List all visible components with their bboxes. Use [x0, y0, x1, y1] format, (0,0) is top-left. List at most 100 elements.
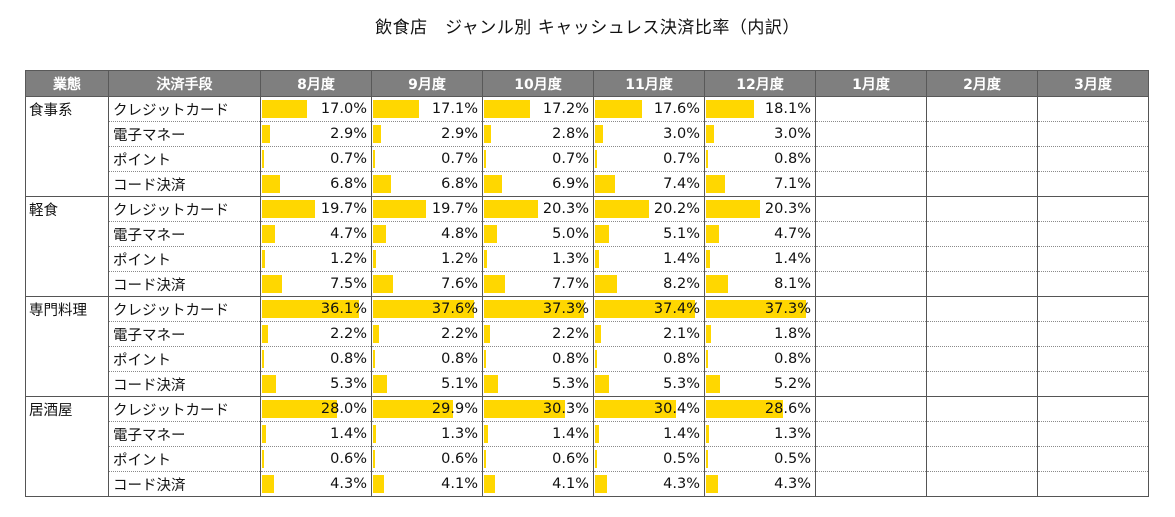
value-cell[interactable] — [926, 96, 1038, 122]
value-cell[interactable] — [1037, 121, 1149, 147]
value-cell[interactable]: 0.6% — [482, 446, 594, 472]
value-cell[interactable]: 37.4% — [593, 296, 705, 322]
value-cell[interactable]: 6.8% — [260, 171, 372, 197]
value-cell[interactable]: 1.4% — [704, 246, 816, 272]
header-month-jan[interactable]: 1月度 — [815, 70, 927, 97]
value-cell[interactable]: 20.3% — [704, 196, 816, 222]
value-cell[interactable]: 19.7% — [260, 196, 372, 222]
header-month-sep[interactable]: 9月度 — [371, 70, 483, 97]
value-cell[interactable]: 2.2% — [371, 321, 483, 347]
header-month-mar[interactable]: 3月度 — [1037, 70, 1149, 97]
method-cell[interactable]: コード決済 — [108, 471, 261, 497]
value-cell[interactable]: 0.7% — [593, 146, 705, 172]
value-cell[interactable]: 17.0% — [260, 96, 372, 122]
value-cell[interactable]: 0.6% — [260, 446, 372, 472]
value-cell[interactable]: 8.1% — [704, 271, 816, 297]
value-cell[interactable] — [815, 446, 927, 472]
value-cell[interactable]: 0.8% — [593, 346, 705, 372]
method-cell[interactable]: コード決済 — [108, 371, 261, 397]
header-month-oct[interactable]: 10月度 — [482, 70, 594, 97]
value-cell[interactable] — [1037, 396, 1149, 422]
value-cell[interactable]: 4.1% — [371, 471, 483, 497]
value-cell[interactable] — [926, 421, 1038, 447]
value-cell[interactable]: 2.2% — [260, 321, 372, 347]
value-cell[interactable]: 4.1% — [482, 471, 594, 497]
value-cell[interactable] — [1037, 221, 1149, 247]
value-cell[interactable] — [926, 296, 1038, 322]
value-cell[interactable] — [1037, 421, 1149, 447]
header-month-aug[interactable]: 8月度 — [260, 70, 372, 97]
value-cell[interactable]: 7.1% — [704, 171, 816, 197]
value-cell[interactable]: 5.0% — [482, 221, 594, 247]
value-cell[interactable] — [1037, 321, 1149, 347]
value-cell[interactable] — [1037, 146, 1149, 172]
value-cell[interactable]: 19.7% — [371, 196, 483, 222]
value-cell[interactable] — [815, 371, 927, 397]
value-cell[interactable]: 29.9% — [371, 396, 483, 422]
method-cell[interactable]: 電子マネー — [108, 221, 261, 247]
value-cell[interactable]: 28.6% — [704, 396, 816, 422]
value-cell[interactable] — [926, 246, 1038, 272]
value-cell[interactable] — [815, 346, 927, 372]
value-cell[interactable] — [815, 146, 927, 172]
value-cell[interactable] — [815, 421, 927, 447]
value-cell[interactable] — [926, 446, 1038, 472]
value-cell[interactable] — [1037, 371, 1149, 397]
value-cell[interactable]: 0.8% — [482, 346, 594, 372]
header-month-feb[interactable]: 2月度 — [926, 70, 1038, 97]
header-month-nov[interactable]: 11月度 — [593, 70, 705, 97]
value-cell[interactable]: 2.2% — [482, 321, 594, 347]
method-cell[interactable]: ポイント — [108, 446, 261, 472]
value-cell[interactable]: 2.1% — [593, 321, 705, 347]
value-cell[interactable] — [1037, 471, 1149, 497]
value-cell[interactable] — [926, 121, 1038, 147]
method-cell[interactable]: 電子マネー — [108, 321, 261, 347]
value-cell[interactable]: 5.3% — [482, 371, 594, 397]
value-cell[interactable] — [1037, 246, 1149, 272]
value-cell[interactable]: 2.9% — [260, 121, 372, 147]
value-cell[interactable]: 1.4% — [593, 421, 705, 447]
value-cell[interactable]: 5.1% — [371, 371, 483, 397]
value-cell[interactable] — [815, 196, 927, 222]
value-cell[interactable] — [815, 246, 927, 272]
industry-cell[interactable]: 専門料理 — [25, 296, 109, 397]
value-cell[interactable]: 1.3% — [371, 421, 483, 447]
value-cell[interactable]: 0.8% — [704, 346, 816, 372]
value-cell[interactable] — [926, 221, 1038, 247]
value-cell[interactable] — [1037, 171, 1149, 197]
value-cell[interactable]: 1.2% — [371, 246, 483, 272]
header-month-dec[interactable]: 12月度 — [704, 70, 816, 97]
value-cell[interactable]: 0.8% — [371, 346, 483, 372]
value-cell[interactable]: 6.8% — [371, 171, 483, 197]
value-cell[interactable] — [926, 196, 1038, 222]
value-cell[interactable] — [815, 121, 927, 147]
value-cell[interactable]: 1.2% — [260, 246, 372, 272]
value-cell[interactable]: 0.8% — [704, 146, 816, 172]
value-cell[interactable]: 5.1% — [593, 221, 705, 247]
header-industry[interactable]: 業態 — [25, 70, 109, 97]
value-cell[interactable] — [1037, 96, 1149, 122]
value-cell[interactable]: 7.4% — [593, 171, 705, 197]
header-method[interactable]: 決済手段 — [108, 70, 261, 97]
value-cell[interactable]: 4.8% — [371, 221, 483, 247]
method-cell[interactable]: ポイント — [108, 346, 261, 372]
value-cell[interactable]: 2.8% — [482, 121, 594, 147]
value-cell[interactable] — [815, 321, 927, 347]
value-cell[interactable] — [926, 271, 1038, 297]
value-cell[interactable]: 20.3% — [482, 196, 594, 222]
value-cell[interactable]: 30.4% — [593, 396, 705, 422]
value-cell[interactable]: 36.1% — [260, 296, 372, 322]
value-cell[interactable] — [815, 396, 927, 422]
value-cell[interactable] — [926, 471, 1038, 497]
value-cell[interactable]: 3.0% — [704, 121, 816, 147]
value-cell[interactable] — [815, 221, 927, 247]
value-cell[interactable] — [815, 471, 927, 497]
value-cell[interactable]: 18.1% — [704, 96, 816, 122]
value-cell[interactable] — [926, 321, 1038, 347]
method-cell[interactable]: クレジットカード — [108, 196, 261, 222]
value-cell[interactable]: 17.1% — [371, 96, 483, 122]
value-cell[interactable] — [1037, 346, 1149, 372]
value-cell[interactable] — [926, 371, 1038, 397]
value-cell[interactable]: 17.2% — [482, 96, 594, 122]
value-cell[interactable]: 4.3% — [704, 471, 816, 497]
